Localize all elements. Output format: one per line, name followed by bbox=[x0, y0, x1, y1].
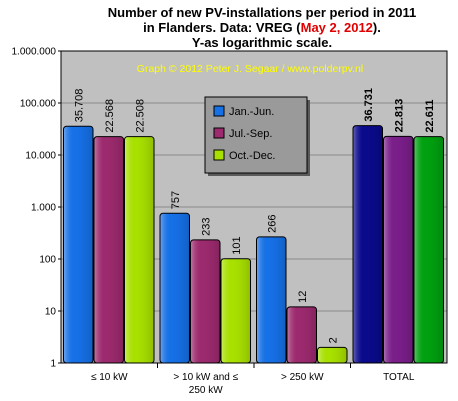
x-tick-label: > 10 kW and ≤ bbox=[173, 372, 238, 383]
bar-shading bbox=[221, 259, 250, 363]
y-tick-label: 10.000 bbox=[25, 151, 56, 162]
y-tick-label: 1.000 bbox=[31, 203, 56, 214]
chart-title-date: May 2, 2012 bbox=[301, 20, 373, 35]
bar-shading bbox=[287, 307, 316, 363]
data-label: 12 bbox=[297, 291, 309, 303]
bar-shading bbox=[94, 137, 123, 363]
legend-label: Oct.-Dec. bbox=[229, 150, 275, 162]
data-label: 266 bbox=[267, 215, 279, 233]
bar-shading bbox=[384, 136, 413, 363]
y-tick-label: 100 bbox=[39, 255, 56, 266]
legend-swatch bbox=[213, 149, 225, 161]
data-label: 22.611 bbox=[424, 100, 436, 133]
y-tick-label: 10 bbox=[45, 307, 57, 318]
data-label: 22.508 bbox=[135, 99, 147, 133]
legend-label: Jan.-Jun. bbox=[229, 106, 274, 118]
legend: Jan.-Jun. Jul.-Sep. Oct.-Dec. bbox=[204, 96, 310, 176]
bar-shading bbox=[257, 237, 286, 363]
chart-title-source: in Flanders. Data: VREG ( bbox=[143, 20, 301, 35]
y-tick-label: 1.000.000 bbox=[12, 47, 57, 58]
data-label: 22.568 bbox=[104, 99, 116, 133]
data-label: 36.731 bbox=[363, 88, 375, 122]
x-tick-label: TOTAL bbox=[383, 372, 415, 383]
legend-swatch bbox=[213, 127, 225, 139]
bar-shading bbox=[191, 240, 220, 363]
data-label: 101 bbox=[231, 236, 243, 254]
chart-title-line-1: Number of new PV-installations per perio… bbox=[108, 5, 416, 20]
bar-shading bbox=[318, 347, 347, 363]
bar-shading bbox=[64, 126, 93, 363]
data-label: 35.708 bbox=[74, 89, 86, 123]
data-label: 22.813 bbox=[394, 99, 406, 133]
chart-title-close: ). bbox=[373, 20, 381, 35]
data-label: 757 bbox=[170, 191, 182, 209]
legend-label: Jul.-Sep. bbox=[229, 128, 272, 140]
y-tick-label: 100.000 bbox=[20, 99, 57, 110]
chart-credit: Graph © 2012 Peter J. Segaar / www.polde… bbox=[137, 63, 363, 75]
bar-shading bbox=[125, 137, 154, 363]
x-tick-label: ≤ 10 kW bbox=[91, 372, 128, 383]
legend-swatch bbox=[213, 105, 225, 117]
bar-shading bbox=[160, 213, 189, 363]
bar-shading bbox=[414, 137, 443, 363]
data-label: 2 bbox=[328, 337, 340, 343]
x-tick-label: 250 kW bbox=[189, 385, 223, 396]
data-label: 233 bbox=[201, 218, 213, 236]
chart-title-line-3: Y-as logarithmic scale. bbox=[192, 35, 332, 50]
bar-shading bbox=[353, 126, 382, 363]
y-tick-label: 1 bbox=[50, 359, 56, 370]
x-tick-label: > 250 kW bbox=[281, 372, 324, 383]
chart-title-line-2: in Flanders. Data: VREG (May 2, 2012). bbox=[143, 20, 381, 35]
